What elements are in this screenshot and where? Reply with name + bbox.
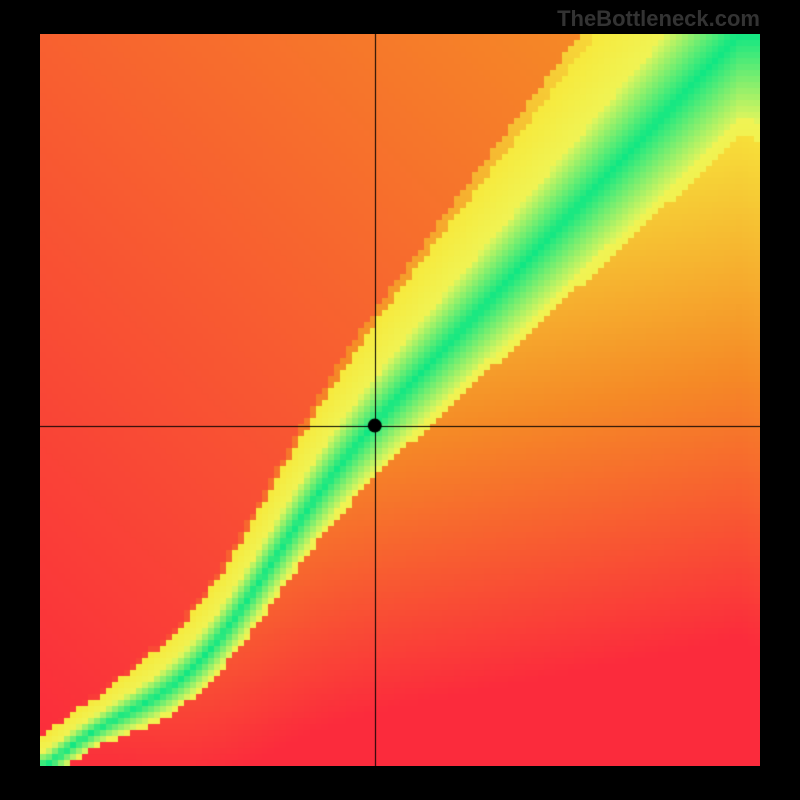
heatmap-canvas <box>40 34 760 766</box>
watermark-text: TheBottleneck.com <box>557 6 760 32</box>
chart-container: TheBottleneck.com <box>0 0 800 800</box>
